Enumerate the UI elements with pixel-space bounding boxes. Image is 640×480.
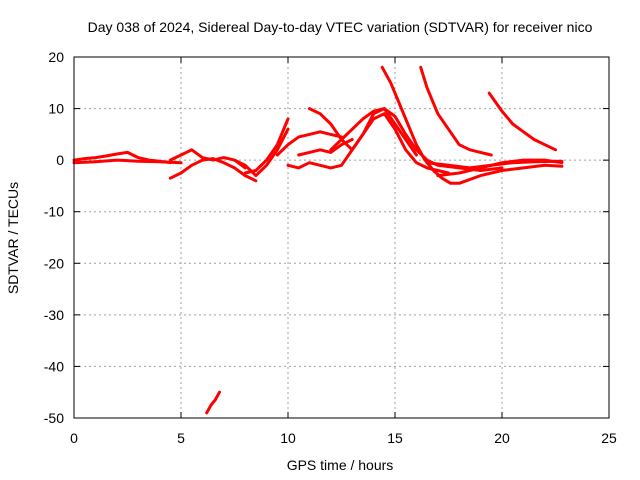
plot-frame xyxy=(73,56,610,419)
axis-ticks xyxy=(73,56,610,419)
y-tick-label: 0 xyxy=(56,152,64,168)
series-arc-3 xyxy=(168,157,258,183)
series-arc-6 xyxy=(243,117,290,175)
y-tick-label: -20 xyxy=(44,255,64,271)
x-tick-label: 0 xyxy=(70,430,78,446)
x-tick-label: 10 xyxy=(280,430,296,446)
grid-lines xyxy=(74,57,609,418)
series-arc-5 xyxy=(233,127,290,178)
y-tick-label: -30 xyxy=(44,307,64,323)
y-tick-label: -10 xyxy=(44,204,64,220)
series-arc-4 xyxy=(168,148,247,170)
y-tick-label: -40 xyxy=(44,358,64,374)
series-arc-13 xyxy=(419,65,493,157)
series-arc-7 xyxy=(275,130,343,157)
series-arc-17 xyxy=(205,390,221,415)
x-tick-label: 20 xyxy=(494,430,510,446)
y-tick-label: 20 xyxy=(48,49,64,65)
x-axis-label: GPS time / hours xyxy=(287,457,394,473)
x-tick-label: 25 xyxy=(601,430,617,446)
y-axis-label: SDTVAR / TECUs xyxy=(5,182,21,294)
series-layer xyxy=(72,65,564,415)
series-arc-16 xyxy=(425,159,564,170)
y-tick-label: 10 xyxy=(48,101,64,117)
series-arc-2 xyxy=(72,158,183,165)
x-tick-labels: 0 5 10 15 20 25 xyxy=(70,430,617,446)
y-tick-labels: -50 -40 -30 -20 -10 0 10 20 xyxy=(44,49,64,426)
series-arc-12 xyxy=(380,65,564,185)
series-arc-10 xyxy=(297,138,354,157)
x-tick-label: 15 xyxy=(387,430,403,446)
chart-title: Day 038 of 2024, Sidereal Day-to-day VTE… xyxy=(88,19,593,35)
x-tick-label: 5 xyxy=(177,430,185,446)
y-tick-label: -50 xyxy=(44,410,64,426)
series-arc-9 xyxy=(307,107,418,157)
series-arc-14 xyxy=(487,91,557,152)
